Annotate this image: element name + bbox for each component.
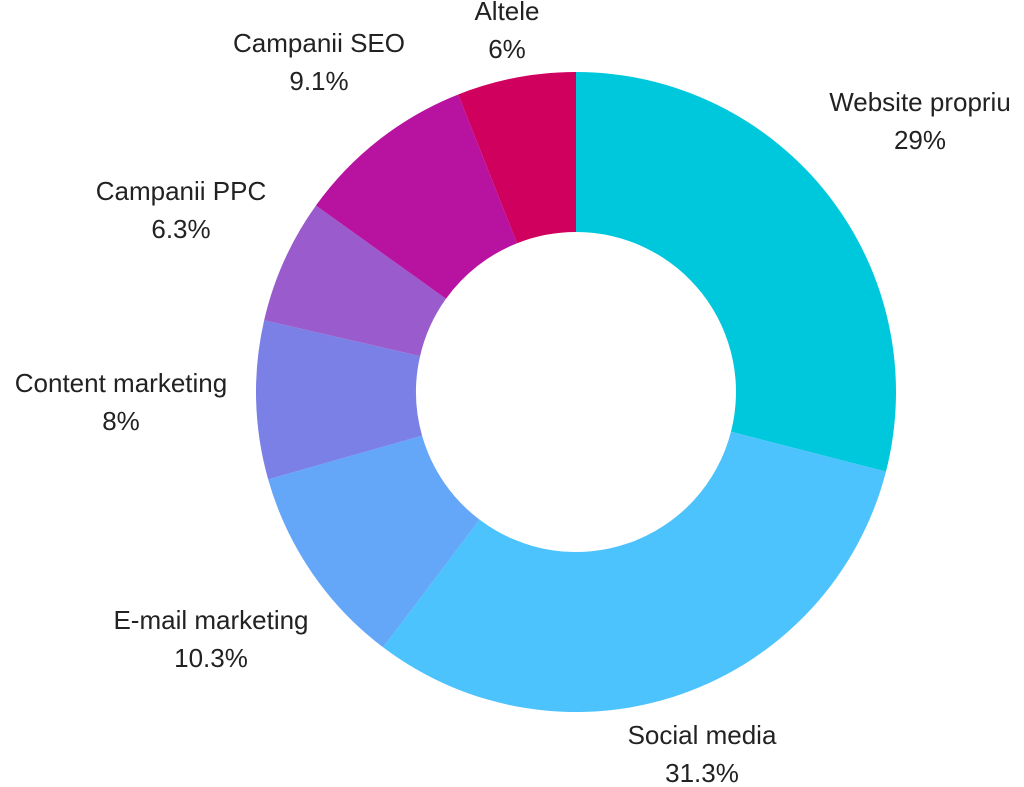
slice-label: Content marketing — [15, 368, 227, 398]
slice-altele — [458, 72, 576, 244]
slice-label: Campanii SEO — [233, 28, 405, 58]
slice-content-marketing — [255, 320, 423, 480]
slice-label: Website propriu — [829, 87, 1011, 117]
slice-value-label: 8% — [102, 406, 140, 436]
slice-labels: Website propriu 29% Social media 31.3% E-mai… — [15, 0, 1011, 787]
slice-value-label: 6.3% — [151, 214, 210, 244]
slice-label: Altele — [474, 0, 539, 26]
slice-campanii-seo — [315, 94, 518, 299]
slice-value-label: 10.3% — [174, 643, 248, 673]
slice-social-media — [383, 431, 886, 712]
slice-value-label: 29% — [894, 125, 946, 155]
slice-label: E-mail marketing — [113, 605, 308, 635]
slice-value-label: 31.3% — [665, 758, 739, 787]
slice-campanii-ppc — [264, 205, 446, 357]
slice-e-mail-marketing — [268, 435, 480, 648]
slice-label: Social media — [628, 720, 777, 750]
slice-value-label: 6% — [488, 34, 526, 64]
donut-slices — [255, 72, 896, 712]
slice-value-label: 9.1% — [289, 66, 348, 96]
slice-label: Campanii PPC — [96, 176, 267, 206]
slice-website-propriu — [576, 72, 896, 472]
